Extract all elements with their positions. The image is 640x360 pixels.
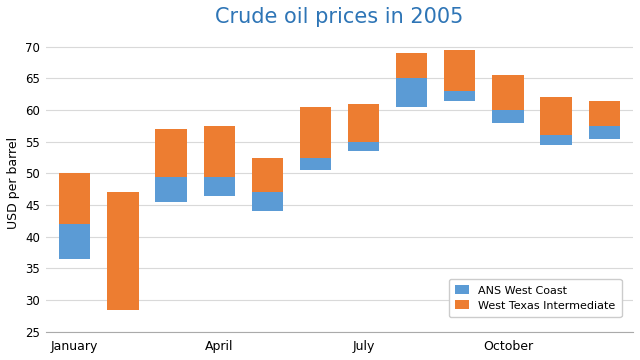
Legend: ANS West Coast, West Texas Intermediate: ANS West Coast, West Texas Intermediate — [449, 279, 621, 317]
Bar — [156, 129, 187, 176]
Bar — [204, 148, 235, 195]
Bar — [108, 192, 139, 310]
Bar — [59, 174, 90, 224]
Bar — [348, 116, 379, 151]
Bar — [396, 66, 428, 107]
Title: Crude oil prices in 2005: Crude oil prices in 2005 — [215, 7, 464, 27]
Y-axis label: USD per barrel: USD per barrel — [7, 137, 20, 229]
Bar — [108, 192, 139, 230]
Bar — [252, 180, 283, 211]
Bar — [444, 50, 476, 91]
Bar — [444, 66, 476, 100]
Bar — [300, 107, 331, 158]
Bar — [492, 88, 524, 123]
Bar — [589, 116, 620, 139]
Bar — [348, 104, 379, 142]
Bar — [396, 53, 428, 78]
Bar — [300, 123, 331, 170]
Bar — [589, 100, 620, 126]
Bar — [156, 154, 187, 202]
Bar — [204, 126, 235, 176]
Bar — [59, 215, 90, 259]
Bar — [540, 110, 572, 145]
Bar — [492, 75, 524, 110]
Bar — [252, 158, 283, 192]
Bar — [540, 98, 572, 135]
